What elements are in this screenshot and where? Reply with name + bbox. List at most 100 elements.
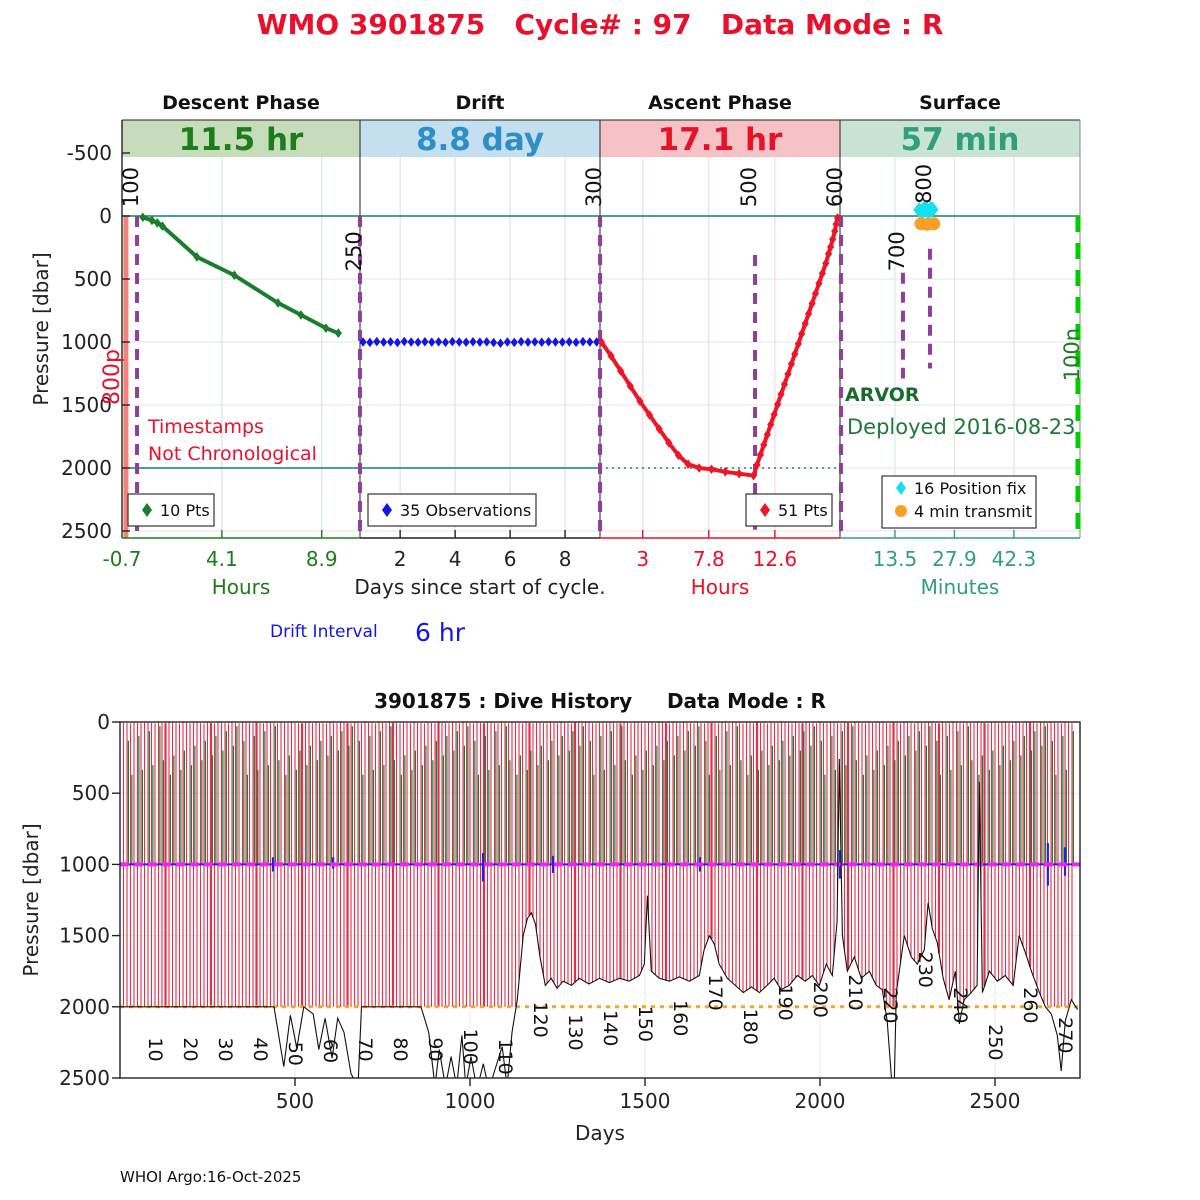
y-tick-label: 0: [99, 204, 112, 228]
phase-band: [360, 120, 600, 157]
cycle-number-label: 60: [319, 1039, 341, 1063]
diamond-marker: [818, 268, 826, 279]
event-line-label: 100n: [1060, 328, 1084, 381]
legend-box: [881, 475, 1037, 529]
diamond-marker: [780, 379, 789, 390]
diamond-marker: [158, 221, 166, 231]
series-line: [142, 215, 340, 336]
diamond-marker: [801, 318, 809, 329]
diamond-marker: [760, 439, 768, 450]
diamond-marker: [827, 242, 835, 252]
diamond-marker: [414, 337, 422, 348]
x-tick-label: 27.9: [932, 547, 977, 571]
y-tick-label: 500: [72, 781, 110, 805]
series-2: [597, 213, 842, 481]
diamond-marker: [665, 438, 673, 448]
event-line-label: 700: [885, 231, 909, 271]
cycle-number-label: 250: [984, 1024, 1006, 1060]
y-tick-label: 1000: [61, 330, 112, 354]
diamond-marker: [833, 213, 842, 223]
diamond-marker: [503, 337, 511, 347]
diamond-marker: [645, 410, 654, 420]
y-tick-label: 1500: [59, 924, 110, 948]
diamond-marker: [811, 288, 820, 299]
diamond-marker: [735, 468, 743, 479]
diamond-marker: [435, 337, 443, 347]
diamond-marker: [579, 336, 587, 347]
cycle-number-label: 190: [774, 984, 796, 1020]
diamond-marker: [831, 226, 839, 236]
timestamps-warning-line2: Not Chronological: [148, 443, 317, 465]
diamond-marker: [815, 278, 823, 289]
cycle-number-label: 110: [494, 1039, 516, 1075]
float-model-label: ARVOR: [845, 384, 920, 406]
cycle-number-label: 90: [424, 1037, 446, 1061]
x-tick-label: 12.6: [753, 547, 798, 571]
diamond-marker: [421, 336, 429, 347]
diamond-marker: [774, 399, 782, 410]
y-tick-label: 2000: [61, 456, 112, 480]
profile-800p-label: 800p: [100, 349, 125, 405]
cycle-number-label: 130: [564, 1014, 586, 1050]
diamond-marker: [359, 337, 367, 347]
cycle-number-label: 20: [179, 1037, 201, 1061]
cycle-number-label: 40: [249, 1037, 271, 1061]
diamond-marker: [448, 336, 456, 347]
legend-label: 51 Pts: [778, 501, 828, 520]
y-tick-label: 1500: [61, 393, 112, 417]
deployed-date-label: Deployed 2016-08-23: [847, 415, 1076, 439]
diamond-marker: [805, 308, 813, 319]
diamond-marker: [393, 337, 401, 348]
max-pressure-trace: [120, 758, 1079, 1078]
x-tick-label: 8: [559, 547, 572, 571]
x-tick-label: 4: [449, 547, 462, 571]
x-tick-label: 7.8: [693, 547, 725, 571]
bottom-plot: 3901875 : Dive History Data Mode : R 10 20…: [19, 689, 1081, 1145]
diamond-marker: [380, 337, 388, 347]
legend-marker: [382, 503, 392, 517]
diamond-marker: [767, 419, 775, 430]
diamond-marker: [829, 234, 837, 245]
x-tick-label: 2500: [970, 1089, 1021, 1113]
diamond-marker: [366, 337, 374, 348]
diamond-marker: [593, 337, 601, 347]
series-3: [913, 200, 939, 220]
event-line-label: 250: [342, 231, 366, 271]
diamond-marker: [139, 212, 147, 223]
diamond-marker: [655, 424, 663, 434]
x-tick-label: -0.7: [102, 547, 141, 571]
x-axis-name: Hours: [212, 575, 271, 599]
diamond-marker: [524, 337, 532, 347]
cycle-number-label: 180: [739, 1009, 761, 1045]
cycle-number-label: 270: [1054, 1017, 1076, 1053]
y-tick-label: 1000: [59, 852, 110, 876]
diamond-marker: [274, 298, 282, 308]
diamond-marker: [617, 366, 625, 376]
cycle-number-label: 70: [354, 1037, 376, 1061]
x-tick-label: 1500: [620, 1089, 671, 1113]
diamond-marker: [791, 349, 799, 359]
diamond-marker: [441, 337, 450, 348]
x-tick-label: 13.5: [873, 547, 918, 571]
x-tick-label: 42.3: [992, 547, 1037, 571]
timestamps-warning-line1: Timestamps: [147, 416, 264, 438]
cycle-number-label: 100: [459, 1029, 481, 1065]
series-0: [139, 212, 342, 338]
diamond-marker: [824, 249, 833, 259]
event-line-label: 300: [582, 167, 606, 207]
phase-title: Ascent Phase: [648, 92, 792, 114]
legend-label: 10 Pts: [160, 501, 210, 520]
diamond-marker: [538, 337, 546, 348]
x-tick-label: 8.9: [306, 547, 338, 571]
diamond-marker: [153, 218, 161, 228]
diamond-marker: [607, 351, 615, 361]
diamond-marker: [322, 323, 330, 333]
legend-label: 4 min transmit: [914, 502, 1032, 521]
diamond-marker: [455, 337, 463, 347]
diamond-marker: [721, 466, 729, 477]
legend-box: [127, 493, 215, 527]
x-tick-label: 3: [636, 547, 649, 571]
diamond-marker: [626, 381, 634, 391]
phase-duration: 11.5 hr: [179, 122, 304, 158]
y-tick-label: 2500: [59, 1066, 110, 1090]
